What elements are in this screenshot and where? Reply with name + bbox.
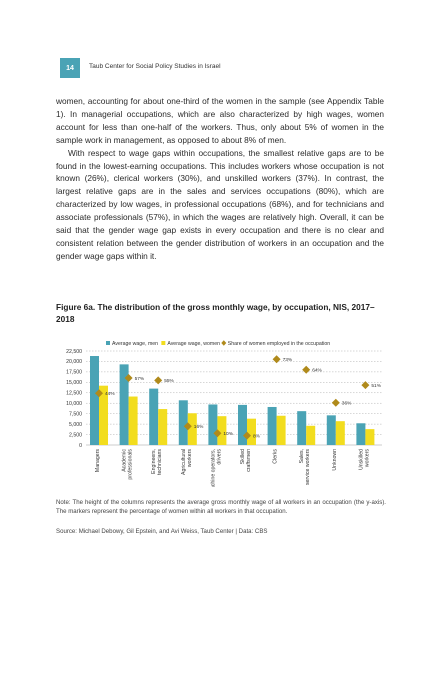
share-marker [124,374,133,383]
paragraph-2: With respect to wage gaps within occupat… [56,147,384,261]
bar-men [119,364,129,445]
bar-men [267,406,277,445]
share-marker [154,376,163,385]
bar-women [99,385,108,445]
share-marker [331,398,340,407]
share-label: 36% [342,401,352,407]
legend-label-women: Average wage, women [167,341,220,347]
bar-men [178,400,188,445]
share-label: 16% [194,424,204,430]
y-tick-label: 17,500 [66,370,82,376]
figure-title: Figure 6a. The distribution of the gross… [56,302,375,324]
chart-svg: Average wage, men Average wage, women Shar… [66,340,382,487]
bar-men [238,404,247,445]
body-text: women, accounting for about one-third of… [56,95,384,263]
x-category-label: Machine operators,drivers [210,449,222,487]
share-marker [272,355,281,364]
y-tick-label: 2,500 [69,432,82,438]
y-tick-label: 15,000 [66,380,82,386]
bar-men [90,356,99,445]
wage-chart: Average wage, men Average wage, women Shar… [56,337,386,487]
bar-women [276,415,286,445]
x-category-label: Skilledcraftsmen [240,449,252,472]
share-label: 64% [312,368,322,374]
legend-label-men: Average wage, men [112,341,158,347]
x-category-label: Managers [95,449,101,472]
share-label: 44% [105,391,115,397]
figure-source: Source: Michael Debowy, Gil Epstein, and… [56,528,268,535]
bar-men [297,411,307,445]
y-tick-label: 5,000 [69,422,82,428]
share-label: 51% [371,383,381,389]
page-number-badge: 14 [60,58,80,78]
y-tick-label: 12,500 [66,391,82,397]
legend-marker-share [221,340,227,346]
share-label: 10% [223,431,233,437]
legend-swatch-men [106,341,110,345]
legend-label-share: Share of women employed in the occupatio… [228,341,330,347]
share-label: 8% [253,433,261,439]
legend-swatch-women [161,341,166,345]
share-label: 57% [135,376,145,382]
bar-women [187,413,197,445]
bar-men [208,404,218,445]
share-marker [361,381,370,390]
bar-women [247,418,256,445]
share-marker [95,389,103,398]
y-tick-label: 20,000 [66,359,82,365]
share-label: 73% [283,357,293,363]
bar-women [128,396,138,445]
x-category-label: Academicprofessionals [122,449,134,480]
bar-men [149,388,159,445]
x-category-label: Sales,service workers [299,449,311,485]
running-title: Taub Center for Social Policy Studies in… [89,63,221,70]
y-tick-label: 22,500 [66,349,82,355]
bar-women [335,421,345,445]
share-marker [302,365,311,374]
share-label: 55% [164,378,174,384]
y-tick-label: 10,000 [66,401,82,407]
y-tick-label: 7,500 [69,411,82,417]
bar-men [326,415,336,445]
bar-women [217,416,227,445]
bar-women [365,429,375,445]
share-marker [243,431,251,440]
paragraph-1: women, accounting for about one-third of… [56,96,384,145]
bar-women [306,425,316,445]
bar-women [158,409,168,445]
x-category-label: Clerks [273,449,279,464]
x-category-label: Unknown [332,449,338,471]
x-category-label: Unskilledworkers [358,449,370,470]
figure-note: Note: The height of the columns represen… [56,499,386,516]
x-category-label: Agriculturalworkers [181,449,193,475]
x-category-label: Engineers,technicians [151,449,163,475]
y-tick-label: 0 [79,443,82,449]
bar-men [356,423,366,445]
share-marker [183,422,192,431]
share-marker [213,429,222,438]
